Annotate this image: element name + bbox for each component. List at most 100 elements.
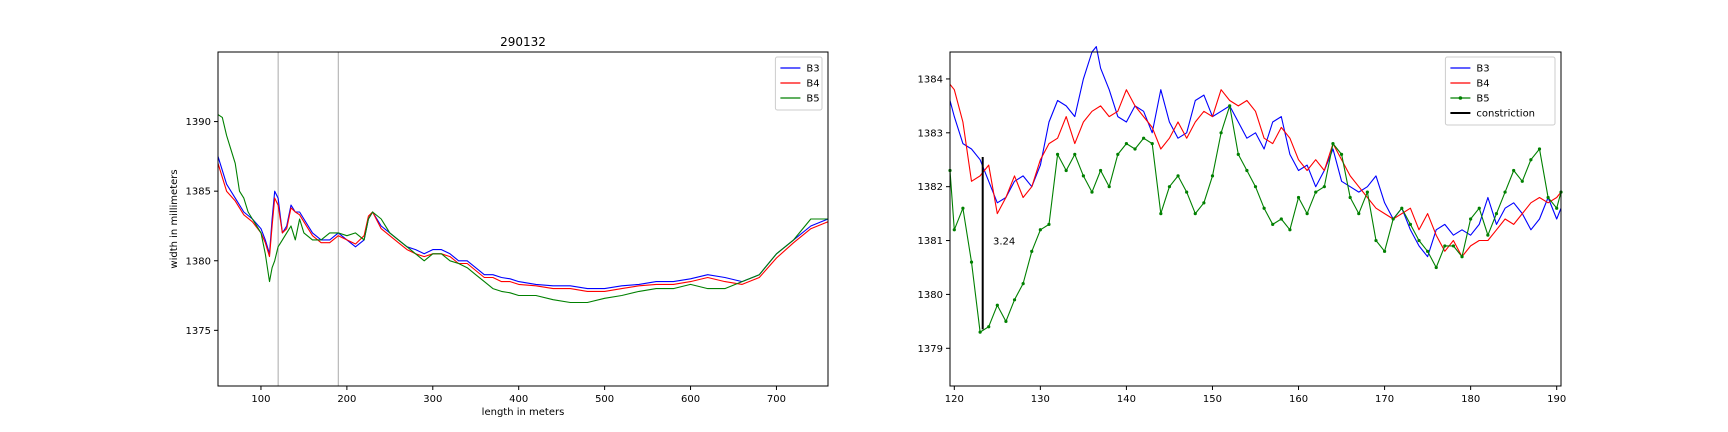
data-point — [1271, 222, 1275, 226]
y-tick-label: 1380 — [918, 290, 943, 301]
data-point — [1116, 152, 1120, 156]
data-point — [1426, 249, 1430, 253]
vertical-reference-lines — [277, 52, 339, 386]
data-point — [1451, 244, 1456, 248]
right-chart: 3.24 120 130 140 150 160 170 180 190 1379138013… — [918, 46, 1566, 405]
data-point — [1434, 265, 1438, 270]
x-tick-label: 130 — [1031, 394, 1050, 405]
data-point — [1167, 185, 1172, 189]
data-point — [1193, 212, 1197, 216]
data-point — [978, 330, 982, 334]
y-tick-label: 1375 — [186, 326, 211, 337]
data-point — [1529, 158, 1533, 162]
data-point — [1150, 141, 1154, 146]
x-tick-label: 100 — [251, 394, 270, 405]
data-point — [961, 206, 965, 210]
data-point — [1219, 131, 1223, 135]
data-point — [1245, 168, 1249, 173]
y-tick-label: 1384 — [918, 74, 943, 85]
data-point — [1382, 249, 1387, 253]
data-point — [1555, 206, 1559, 210]
series-line-b4 — [217, 163, 829, 292]
data-point — [1400, 206, 1404, 210]
legend: B3 B4 B5 — [774, 56, 823, 111]
legend-box — [1444, 56, 1556, 126]
series-lines — [948, 46, 1563, 334]
data-point — [995, 303, 999, 307]
data-point — [1176, 174, 1180, 178]
legend-label: B3 — [806, 64, 819, 75]
legend-label: B5 — [806, 94, 819, 105]
y-tick-label: 1383 — [918, 128, 943, 139]
x-tick-label: 150 — [1203, 394, 1222, 405]
left-chart: 290132 100 200 300 400 500 600 700 1375 1380 138… — [169, 35, 829, 418]
x-tick-label: 600 — [681, 394, 700, 405]
x-tick-label: 700 — [767, 394, 786, 405]
y-axis-label: width in millimeters — [169, 169, 180, 268]
x-tick-label: 180 — [1461, 394, 1480, 405]
plot-frame — [949, 51, 1562, 387]
data-point — [1055, 152, 1060, 156]
data-point — [1296, 195, 1301, 200]
data-point — [1546, 195, 1550, 200]
x-axis-label: length in meters — [482, 407, 565, 418]
data-point — [1443, 244, 1447, 248]
y-tick-label: 1379 — [918, 344, 943, 355]
x-tick-label: 200 — [337, 394, 356, 405]
data-point — [1098, 168, 1103, 173]
x-tick-label: 190 — [1547, 394, 1566, 405]
legend-label: constriction — [1476, 109, 1535, 120]
data-point — [1486, 233, 1490, 237]
data-point — [1305, 212, 1309, 216]
data-point — [1365, 190, 1369, 194]
plot-frame — [217, 51, 829, 387]
series-line-b5 — [217, 114, 828, 304]
data-point — [1537, 147, 1542, 151]
x-tick-label: 400 — [509, 394, 528, 405]
data-point — [1073, 152, 1077, 156]
series-lines — [217, 114, 829, 304]
x-axis-ticks: 120 130 140 150 160 170 180 190 — [945, 386, 1566, 405]
data-point — [1210, 174, 1215, 178]
data-point — [1331, 141, 1335, 146]
data-point — [1288, 228, 1292, 232]
legend-label: B3 — [1476, 64, 1489, 75]
chart-title: 290132 — [500, 35, 546, 49]
series-line-b3 — [949, 46, 1562, 258]
data-point — [1469, 217, 1473, 221]
data-point — [987, 325, 991, 329]
x-tick-label: 140 — [1117, 394, 1136, 405]
data-point — [1142, 136, 1146, 140]
y-tick-label: 1390 — [186, 117, 211, 128]
data-point — [1090, 190, 1094, 194]
legend-label: B5 — [1476, 94, 1489, 105]
data-point — [1253, 185, 1258, 189]
data-point — [1322, 185, 1326, 189]
legend-marker — [1458, 96, 1463, 100]
y-tick-label: 1380 — [186, 256, 211, 267]
data-point — [952, 228, 956, 232]
data-point — [1512, 168, 1516, 173]
y-axis-ticks: 1379 1380 1381 1382 1383 1384 — [918, 74, 950, 355]
data-point — [1417, 238, 1421, 243]
data-point — [1030, 249, 1034, 253]
data-point — [1021, 282, 1025, 286]
x-tick-label: 500 — [595, 394, 614, 405]
data-point — [1348, 195, 1352, 200]
data-point — [1374, 238, 1378, 243]
data-point — [1159, 212, 1163, 216]
legend: B3 B4 B5 constriction — [1444, 56, 1556, 126]
data-point — [1408, 222, 1413, 226]
constriction-annotation: 3.24 — [993, 237, 1015, 248]
data-point — [1038, 228, 1042, 232]
data-point — [969, 260, 974, 264]
data-point — [1503, 190, 1507, 194]
legend-label: B4 — [806, 79, 819, 90]
data-point — [1520, 179, 1524, 183]
data-point — [1081, 174, 1085, 178]
data-point — [1236, 152, 1240, 156]
y-tick-label: 1382 — [918, 182, 943, 193]
y-tick-label: 1385 — [186, 187, 211, 198]
data-point — [1107, 185, 1111, 189]
data-point — [1279, 217, 1283, 221]
